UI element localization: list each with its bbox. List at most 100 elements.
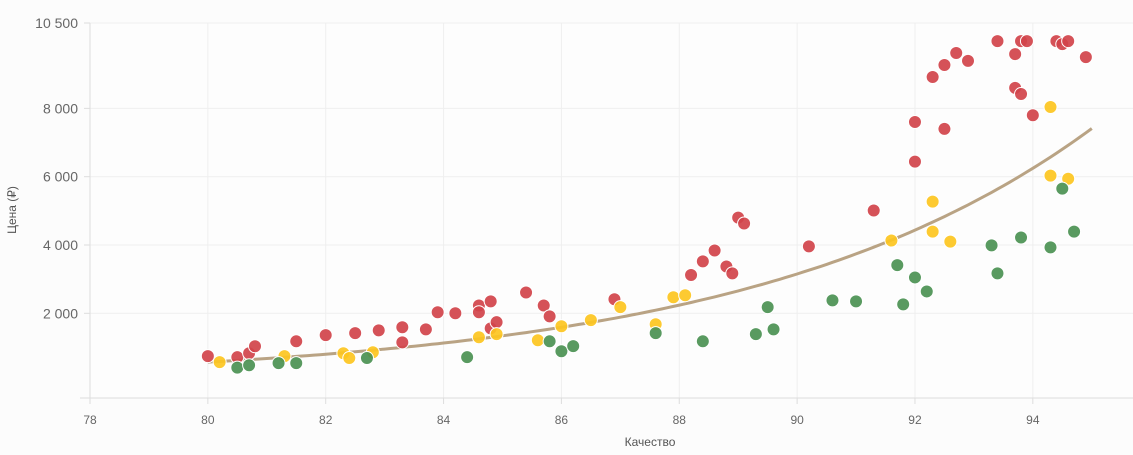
data-point-yellow — [342, 351, 357, 366]
data-point-green — [849, 294, 864, 309]
y-tick-label: 10 500 — [35, 15, 78, 31]
data-point-green — [230, 360, 245, 375]
data-point-yellow — [212, 355, 227, 370]
trendline — [207, 127, 1093, 364]
data-point-red — [471, 305, 486, 320]
data-point-red — [937, 121, 952, 136]
data-point-green — [890, 258, 905, 273]
data-point-yellow — [554, 319, 569, 334]
data-point-yellow — [613, 300, 628, 315]
y-tick-label: 6 000 — [43, 169, 78, 185]
data-point-red — [247, 339, 262, 354]
x-tick-label: 78 — [83, 413, 97, 427]
data-point-green — [542, 334, 557, 349]
data-point-green — [907, 270, 922, 285]
data-point-red — [519, 285, 534, 300]
x-tick-label: 86 — [555, 413, 569, 427]
data-point-green — [1043, 240, 1058, 255]
data-point-yellow — [1043, 168, 1058, 183]
data-point-green — [984, 238, 999, 253]
data-point-red — [866, 203, 881, 218]
plot-background — [90, 23, 1133, 398]
data-point-red — [1078, 50, 1093, 65]
data-point-red — [536, 298, 551, 313]
data-point-red — [961, 53, 976, 68]
data-point-red — [395, 320, 410, 335]
data-point-red — [1008, 47, 1023, 62]
data-point-green — [359, 351, 374, 366]
x-axis-ticks: 78 80 82 84 86 88 90 92 94 — [83, 398, 1040, 427]
data-point-red — [430, 305, 445, 320]
data-point-red — [695, 254, 710, 269]
data-point-green — [766, 322, 781, 337]
data-point-green — [648, 326, 663, 341]
data-point-yellow — [884, 233, 899, 248]
data-point-yellow — [925, 224, 940, 239]
data-point-red — [1025, 108, 1040, 123]
data-point-green — [760, 300, 775, 315]
y-axis-label: Цена (₽) — [5, 186, 19, 234]
data-point-yellow — [666, 290, 681, 305]
data-point-red — [949, 46, 964, 61]
data-point-green — [695, 334, 710, 349]
data-point-green — [1014, 230, 1029, 245]
data-point-red — [725, 266, 740, 281]
data-point-red — [925, 69, 940, 84]
data-point-yellow — [489, 327, 504, 342]
data-point-green — [919, 284, 934, 299]
y-tick-label: 8 000 — [43, 100, 78, 116]
x-tick-label: 80 — [201, 413, 215, 427]
data-point-red — [318, 328, 333, 343]
data-point-green — [566, 339, 581, 354]
data-point-yellow — [583, 313, 598, 328]
x-axis-label: Качество — [625, 435, 676, 449]
data-point-red — [737, 216, 752, 231]
data-point-red — [1019, 34, 1034, 49]
data-points — [200, 34, 1093, 375]
data-point-red — [1061, 34, 1076, 49]
data-point-green — [271, 356, 286, 371]
data-point-red — [542, 309, 557, 324]
data-point-green — [460, 350, 475, 365]
x-tick-label: 82 — [319, 413, 333, 427]
data-point-yellow — [925, 194, 940, 209]
data-point-yellow — [1043, 100, 1058, 115]
data-point-red — [1014, 87, 1029, 102]
data-point-red — [707, 243, 722, 258]
series-red — [200, 34, 1093, 365]
data-point-yellow — [678, 288, 693, 303]
data-point-red — [289, 334, 304, 349]
data-point-green — [242, 358, 257, 373]
data-point-yellow — [530, 333, 545, 348]
data-point-green — [748, 327, 763, 342]
x-tick-label: 84 — [437, 413, 451, 427]
data-point-red — [990, 34, 1005, 49]
data-point-yellow — [471, 330, 486, 345]
data-point-red — [483, 294, 498, 309]
y-tick-label: 2 000 — [43, 305, 78, 321]
data-point-red — [489, 315, 504, 330]
data-point-green — [554, 344, 569, 359]
data-point-red — [200, 349, 215, 364]
data-point-green — [990, 266, 1005, 281]
data-point-red — [801, 239, 816, 254]
data-point-red — [684, 268, 699, 283]
data-point-green — [1055, 181, 1070, 196]
trendline-path — [207, 127, 1093, 364]
data-point-yellow — [943, 234, 958, 249]
series-green — [230, 181, 1082, 375]
y-axis-ticks: 2 000 4 000 6 000 8 000 10 500 — [35, 15, 90, 321]
x-tick-label: 88 — [673, 413, 687, 427]
data-point-green — [825, 293, 840, 308]
data-point-red — [448, 306, 463, 321]
x-tick-label: 92 — [908, 413, 922, 427]
x-tick-label: 94 — [1026, 413, 1040, 427]
data-point-green — [1067, 224, 1082, 239]
y-tick-label: 4 000 — [43, 237, 78, 253]
data-point-red — [395, 335, 410, 350]
data-point-red — [418, 322, 433, 337]
data-point-red — [937, 58, 952, 73]
data-point-green — [289, 356, 304, 371]
data-point-green — [896, 297, 911, 312]
